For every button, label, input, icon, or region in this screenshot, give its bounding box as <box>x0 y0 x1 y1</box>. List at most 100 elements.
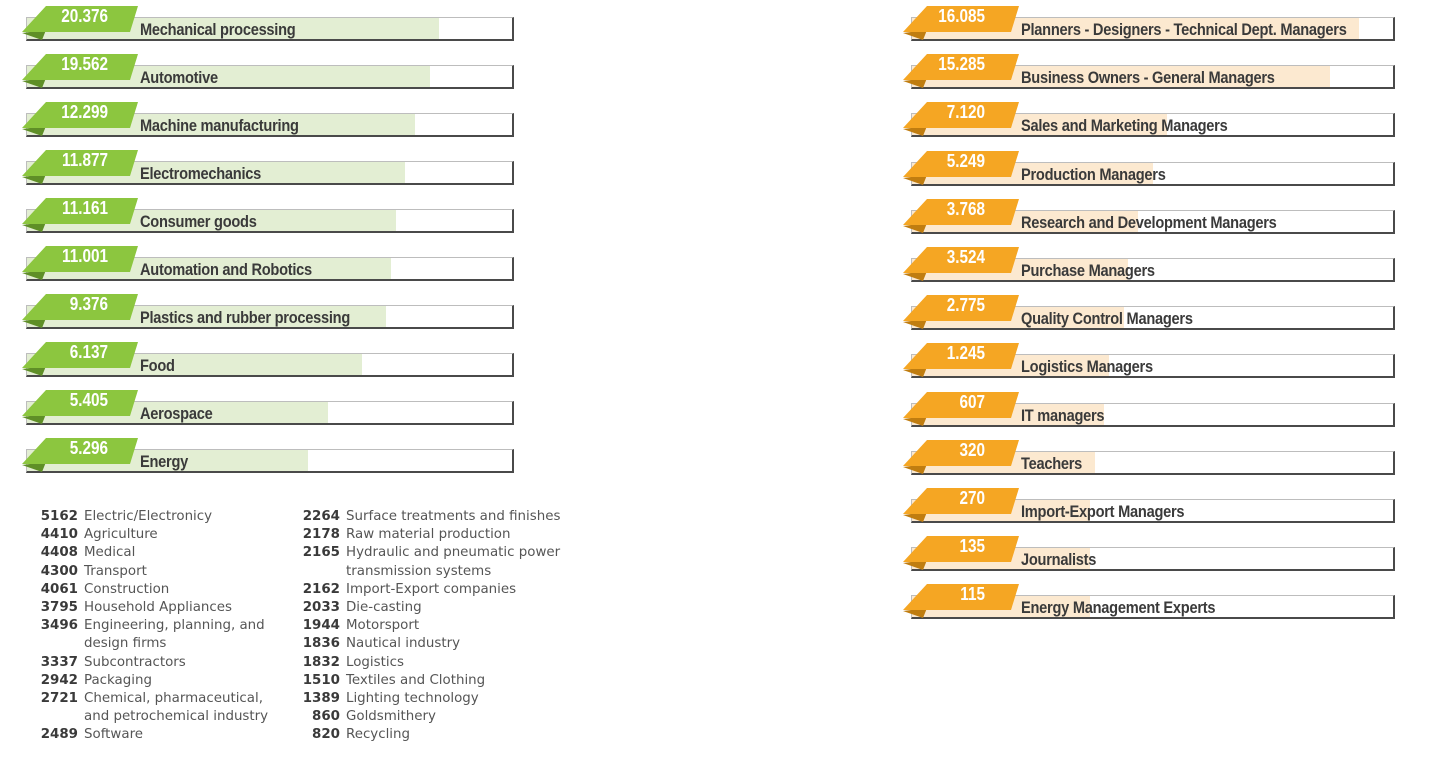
value-tag-icon <box>903 536 1019 571</box>
bar-row: Journalists 135 <box>903 534 1399 576</box>
bar-category-label: Planners - Designers - Technical Dept. M… <box>1021 20 1347 39</box>
legend-sector-label: Construction <box>84 581 170 597</box>
bar-value-label: 135 <box>959 536 985 557</box>
sector-legend-left: 5162 Electric/Electronicy 4410 Agriculture 4… <box>36 508 286 745</box>
legend-item: 2162 Import-Export companies <box>298 581 578 599</box>
bar-value-label: 20.376 <box>61 6 108 26</box>
bar-category-label: Research and Development Managers <box>1021 212 1277 232</box>
legend-item: 1944 Motorsport <box>298 617 578 635</box>
bar-category-label: Automation and Robotics <box>140 260 312 279</box>
legend-sector-label: Subcontractors <box>84 654 186 670</box>
value-tag-icon <box>903 150 1019 185</box>
value-tag-icon <box>903 391 1019 426</box>
bar-value-label: 19.562 <box>61 54 108 74</box>
bar-row: Production Managers 5.249 <box>903 149 1399 191</box>
bar-value-label: 2.775 <box>946 295 985 316</box>
value-tag-icon <box>903 439 1019 474</box>
bar-fill <box>912 66 1331 88</box>
legend-sector-label: Packaging <box>84 672 152 688</box>
value-tag-icon <box>903 295 1019 330</box>
job-role-bar-chart: Planners - Designers - Technical Dept. M… <box>903 4 1399 628</box>
value-tag-icon <box>22 6 138 40</box>
value-tag-icon <box>22 198 138 232</box>
legend-sector-label: Import-Export companies <box>346 581 517 597</box>
legend-item: 4300 Transport <box>36 563 286 581</box>
legend-count: 3496 <box>40 618 78 634</box>
bar-value-label: 7.120 <box>946 102 985 123</box>
legend-item: 2721 Chemical, pharmaceutical, and petroc… <box>36 690 286 726</box>
legend-sector-label: Goldsmithery <box>346 709 436 725</box>
bar-row: Import-Export Managers 270 <box>903 486 1399 528</box>
bar-value-label: 320 <box>959 439 985 460</box>
legend-sector-label: Engineering, planning, and design firms <box>84 618 265 652</box>
legend-count: 1944 <box>302 618 340 634</box>
legend-item: 820 Recycling <box>298 726 578 744</box>
value-tag-icon <box>903 54 1019 89</box>
bar-value-label: 115 <box>960 584 985 605</box>
legend-count: 2942 <box>40 672 78 688</box>
bar-row: Energy Management Experts 115 <box>903 582 1399 624</box>
value-tag-icon <box>22 102 138 136</box>
bar-category-label: Sales and Marketing Managers <box>1021 116 1228 136</box>
value-tag-icon <box>903 102 1019 137</box>
bar-row: IT managers 607 <box>903 390 1399 432</box>
bar-row: Quality Control Managers 2.775 <box>903 293 1399 335</box>
bar-value-label: 11.877 <box>62 150 108 170</box>
bar-category-label: Machine manufacturing <box>140 116 299 135</box>
legend-sector-label: Nautical industry <box>346 636 461 652</box>
bar-row: Electromechanics 11.877 <box>22 148 518 190</box>
bar-category-label: Automotive <box>140 68 218 87</box>
value-tag-icon <box>903 6 1019 40</box>
legend-count: 1836 <box>302 636 340 652</box>
legend-count: 860 <box>312 709 340 725</box>
legend-count: 820 <box>312 727 340 743</box>
legend-item: 1832 Logistics <box>298 654 578 672</box>
bar-track <box>26 17 514 41</box>
legend-sector-label: Hydraulic and pneumatic power transmissi… <box>346 545 561 579</box>
bar-value-label: 3.524 <box>946 247 985 267</box>
value-tag-icon <box>903 247 1019 281</box>
bar-row: Energy 5.296 <box>22 436 518 478</box>
legend-sector-label: Recycling <box>346 727 411 743</box>
bar-value-label: 11.161 <box>62 198 108 218</box>
bar-value-label: 11.001 <box>62 246 108 266</box>
legend-count: 5162 <box>40 509 78 524</box>
bar-category-label: Production Managers <box>1021 164 1166 184</box>
bar-value-label: 5.405 <box>69 390 108 410</box>
legend-count: 2721 <box>40 691 78 707</box>
bar-value-label: 607 <box>959 391 985 412</box>
legend-sector-label: Die-casting <box>346 600 422 616</box>
bar-category-label: Consumer goods <box>140 212 257 231</box>
value-tag-icon <box>903 343 1019 378</box>
value-tag-icon <box>903 584 1019 619</box>
bar-value-label: 12.299 <box>61 102 108 122</box>
legend-count: 4408 <box>40 545 78 561</box>
legend-sector-label: Raw material production <box>346 527 511 543</box>
legend-item: 2264 Surface treatments and finishes <box>298 508 578 526</box>
legend-count: 3795 <box>40 600 78 616</box>
legend-sector-label: Logistics <box>346 654 404 670</box>
bar-value-label: 270 <box>959 488 985 508</box>
bar-category-label: Plastics and rubber processing <box>140 308 351 327</box>
bar-row: Automation and Robotics 11.001 <box>22 244 518 286</box>
legend-sector-label: Lighting technology <box>346 691 479 707</box>
bar-row: Food 6.137 <box>22 340 518 382</box>
value-tag-icon <box>22 246 138 280</box>
bar-category-label: Quality Control Managers <box>1021 309 1193 329</box>
value-tag-icon <box>903 488 1019 522</box>
legend-sector-label: Surface treatments and finishes <box>346 509 561 524</box>
legend-count: 3337 <box>40 654 78 670</box>
value-tag-icon <box>22 438 138 472</box>
legend-item: 1389 Lighting technology <box>298 690 578 708</box>
bar-track <box>911 258 1395 282</box>
value-tag-icon <box>903 198 1019 233</box>
bar-category-label: Purchase Managers <box>1021 261 1155 280</box>
legend-sector-label: Software <box>84 727 144 743</box>
bar-row: Mechanical processing 20.376 <box>22 4 518 46</box>
legend-count: 2489 <box>40 727 78 743</box>
legend-sector-label: Agriculture <box>84 527 158 543</box>
legend-count: 1389 <box>302 691 340 707</box>
bar-category-label: Energy Management Experts <box>1021 598 1216 618</box>
value-tag-icon <box>22 294 138 328</box>
bar-category-label: Journalists <box>1021 550 1097 570</box>
